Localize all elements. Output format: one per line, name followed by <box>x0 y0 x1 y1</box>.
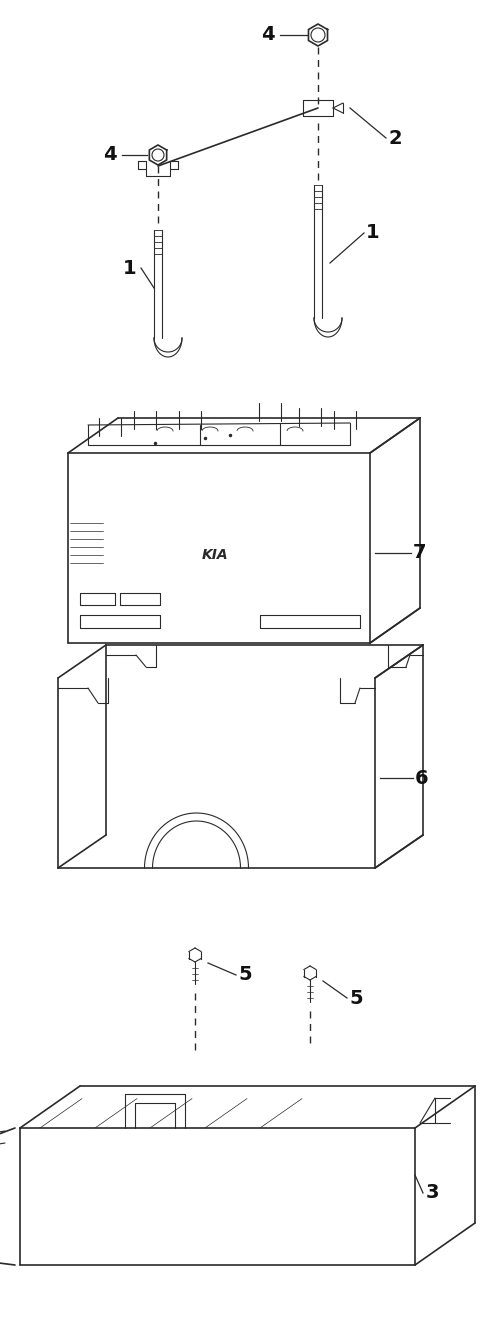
Text: 4: 4 <box>103 146 117 164</box>
Text: 1: 1 <box>366 224 380 242</box>
Text: 7: 7 <box>413 544 427 562</box>
Text: 6: 6 <box>415 769 429 787</box>
Text: KIA: KIA <box>202 548 228 562</box>
Text: 2: 2 <box>388 128 402 147</box>
Text: 5: 5 <box>238 966 252 984</box>
Text: 4: 4 <box>261 25 275 45</box>
Text: 1: 1 <box>123 258 137 278</box>
Text: 5: 5 <box>349 988 363 1008</box>
Text: 3: 3 <box>425 1184 439 1203</box>
